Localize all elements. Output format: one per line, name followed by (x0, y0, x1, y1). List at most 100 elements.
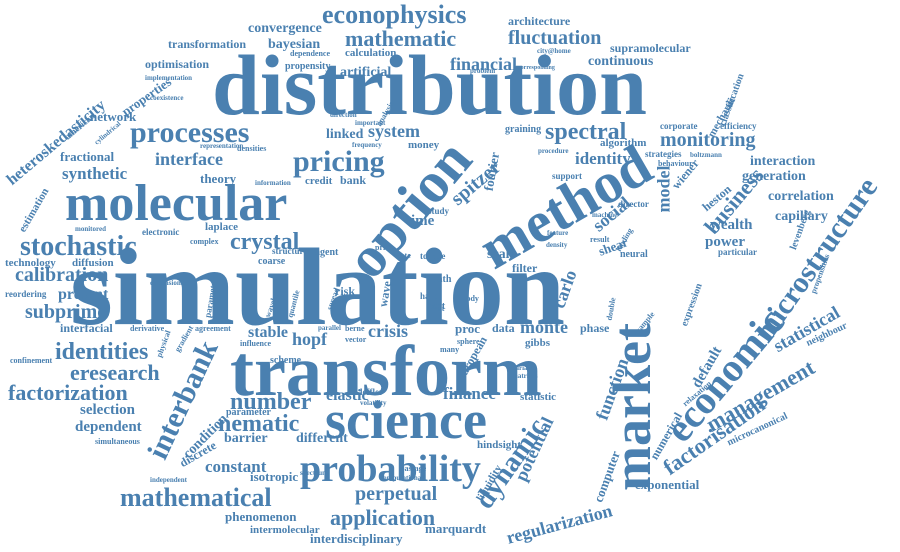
word: frequency (352, 141, 382, 149)
word: corporate (660, 121, 698, 131)
word: science (325, 390, 487, 450)
word: mathematical (120, 483, 272, 512)
word: perpetual (355, 483, 438, 505)
word: isotropic (250, 469, 299, 484)
word: important (355, 119, 386, 127)
word: constant (205, 457, 267, 476)
word: dimensional (150, 279, 187, 287)
word: monitored (75, 225, 106, 233)
word: stable (248, 324, 288, 341)
word: sphere (457, 337, 480, 346)
word: complex (190, 237, 219, 246)
word: city@home (537, 47, 571, 55)
word: interfacial (60, 321, 113, 335)
word: scheme (270, 355, 302, 366)
word: study (428, 206, 450, 216)
word: interface (155, 149, 223, 169)
word: eresearch (70, 360, 160, 385)
word: berne (345, 324, 365, 333)
word: torque (420, 251, 446, 261)
word: factorization (8, 380, 128, 405)
word: confinement (10, 356, 53, 365)
word: vector (345, 335, 367, 344)
word: hopf (292, 329, 328, 349)
word: implementation (145, 74, 193, 82)
word: transformation (168, 37, 246, 51)
word: interaction (750, 154, 816, 169)
word: probability (300, 448, 481, 490)
word: feature (547, 229, 569, 237)
word: parameter (226, 407, 271, 418)
word: rate (397, 251, 411, 260)
word: molecular (65, 175, 288, 232)
word: selection (80, 402, 135, 418)
word: independent (150, 476, 187, 484)
word: statistic (520, 391, 557, 403)
word: procedure (538, 147, 569, 155)
word: scale (487, 247, 516, 262)
word: simulation (70, 226, 566, 348)
word: particular (718, 247, 757, 257)
word: monte (520, 317, 568, 337)
word: linked (326, 127, 364, 142)
word: calculation (345, 47, 397, 59)
word: architecture (508, 14, 571, 28)
word: theory (200, 171, 237, 186)
word: matrices (512, 372, 538, 380)
word: econophysics (322, 0, 467, 29)
word: regularization (504, 500, 615, 548)
word: technology (5, 257, 56, 269)
word: bank (340, 173, 367, 187)
word: many (440, 345, 460, 354)
word: cylindrical (92, 119, 123, 147)
word: passage (400, 464, 427, 473)
word: money (408, 139, 440, 151)
word: strategies (645, 149, 682, 159)
word: time (406, 213, 435, 229)
word: identities (55, 339, 149, 365)
word: spectrum (300, 469, 328, 477)
word: fractional (60, 149, 115, 164)
word: hindsight (477, 439, 522, 451)
word: number (230, 389, 312, 415)
word: fast (432, 304, 445, 313)
word: crisis (368, 321, 408, 341)
word: model (653, 165, 674, 213)
word: power (705, 234, 745, 250)
word: propensity (285, 61, 331, 72)
word: bayesian (268, 37, 321, 52)
word: fourier (480, 151, 503, 192)
word: correlation (768, 189, 834, 204)
word: filter (512, 261, 538, 275)
word: laplace (205, 221, 238, 233)
word: supramolecular (610, 41, 691, 55)
word: optimisation (145, 57, 210, 71)
word: application (330, 505, 436, 530)
word: phenomenon (225, 509, 297, 524)
word: finance (443, 384, 496, 403)
word: pricing (293, 145, 385, 178)
word: fluctuation (508, 27, 602, 49)
word: spectral (545, 119, 627, 145)
word: double (604, 296, 618, 322)
word: processes (130, 116, 250, 149)
word: distribution (212, 37, 647, 133)
word: wealth (710, 217, 753, 233)
word: credit (305, 175, 333, 187)
word: nematic (218, 411, 300, 437)
word: marquardt (425, 521, 487, 536)
word: density (546, 241, 568, 249)
word: identity (575, 149, 631, 168)
word: subprime (25, 301, 107, 323)
word: phase (580, 321, 610, 335)
word: electronic (142, 227, 180, 237)
word: result (590, 235, 610, 244)
word: computational (380, 474, 424, 482)
word: algorithm (600, 137, 647, 149)
word: coarse (258, 256, 286, 267)
word: volatility (360, 399, 387, 407)
word: problem (470, 67, 496, 75)
word: system (368, 121, 420, 141)
word: dependence (290, 49, 330, 58)
